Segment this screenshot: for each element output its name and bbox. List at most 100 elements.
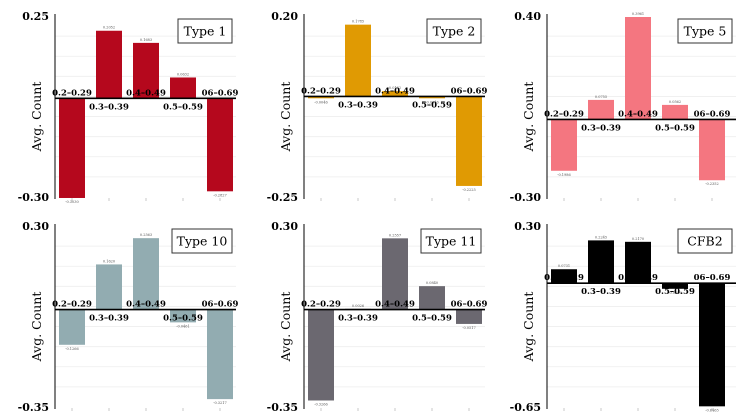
chart-svg-type-1: 0.25 -0.30 Avg. Count -0.3030 0.2–0.29 0.2052…: [18, 10, 239, 204]
type-5-category-label-2: 0.3–0.39: [581, 123, 621, 133]
chart-svg-cfb2: 0.30 -0.65 Avg. Count 0.0731 0.2–0.29 0.2245 0…: [510, 220, 736, 414]
cfb2-bar-1: [551, 269, 577, 284]
type-5-bar-4: [662, 104, 688, 120]
type-10-bar-2: [96, 264, 122, 310]
cfb2-category-label-1: 0.2–0.29: [544, 273, 584, 283]
type-1-value-label-4: 0.0632: [177, 72, 189, 76]
type-10-ytick-bottom: -0.35: [18, 401, 49, 414]
type-5-value-label-5: -0.2352: [705, 182, 718, 186]
type-10-category-label-2: 0.3–0.39: [89, 314, 129, 324]
cfb2-y-axis-label: Avg. Count: [521, 292, 536, 363]
type-11-category-label-5: 06–0.69: [451, 300, 488, 310]
type-1-value-label-3: 0.1683: [140, 38, 152, 42]
type-11-bar-5: [456, 309, 482, 324]
type-1-category-label-3: 0.4–0.49: [126, 88, 166, 98]
type-10-bar-4: [170, 309, 196, 323]
type-5-value-label-2: 0.0755: [595, 95, 607, 99]
chart-svg-type-10: 0.30 -0.35 Avg. Count -0.1266 0.2–0.29 0.1620…: [18, 220, 239, 414]
type-5-bar-5: [699, 119, 725, 181]
type-10-value-label-2: 0.1620: [103, 259, 115, 263]
type-10-category-label-3: 0.4–0.49: [126, 300, 166, 310]
type-2-value-label-2: 0.1785: [352, 20, 364, 24]
cfb2-category-label-2: 0.3–0.39: [581, 287, 621, 297]
type-10-value-label-4: -0.0461: [176, 324, 189, 328]
type-11-category-label-4: 0.5–0.59: [412, 314, 452, 324]
type-5-value-label-1: -0.1986: [557, 173, 570, 177]
type-5-value-label-4: 0.0562: [669, 100, 681, 104]
type-10-value-label-3: 0.2563: [140, 233, 152, 237]
type-2-bar-5: [456, 96, 482, 186]
type-2-bar-2: [345, 24, 371, 97]
chart-panel-type-1: 0.25 -0.30 Avg. Count -0.3030 0.2–0.29 0.2052…: [0, 0, 249, 210]
type-5-category-label-4: 0.5–0.59: [655, 123, 695, 133]
type-1-bar-2: [96, 30, 122, 99]
type-2-value-label-4: -0.0046: [425, 100, 438, 104]
type-5-bar-1: [551, 119, 577, 171]
type-2-category-label-1: 0.2–0.29: [301, 86, 341, 96]
type-11-value-label-1: -0.3266: [314, 402, 327, 406]
type-10-y-axis-label: Avg. Count: [29, 292, 44, 363]
cfb2-category-label-5: 06–0.69: [694, 273, 731, 283]
type-10-bar-5: [207, 309, 233, 400]
type-5-ytick-bottom: -0.30: [510, 191, 542, 204]
type-2-ytick-top: 0.20: [271, 10, 298, 23]
cfb2-legend-box: [677, 228, 733, 254]
type-11-category-label-1: 0.2–0.29: [301, 300, 341, 310]
chart-svg-type-11: 0.30 -0.35 Avg. Count -0.3266 0.2–0.29 0.0026…: [267, 220, 488, 414]
type-5-bar-3: [625, 17, 651, 120]
cfb2-value-label-3: 0.2170: [632, 237, 644, 241]
type-11-ytick-bottom: -0.35: [267, 401, 298, 414]
chart-svg-type-5: 0.40 -0.30 Avg. Count -0.1986 0.2–0.29 0.0755…: [510, 10, 736, 204]
type-1-value-label-1: -0.3030: [65, 200, 78, 204]
cfb2-value-label-4: -0.0296: [668, 291, 681, 295]
chart-svg-type-2: 0.20 -0.25 Avg. Count -0.0046 0.2–0.29 0.1785…: [267, 10, 488, 204]
type-10-category-label-4: 0.5–0.59: [163, 314, 203, 324]
type-1-legend-box: [177, 18, 233, 44]
type-11-value-label-3: 0.2557: [389, 233, 401, 237]
cfb2-ytick-top: 0.30: [514, 220, 541, 233]
type-2-value-label-3: 0.0132: [389, 86, 401, 90]
type-2-bar-4: [419, 96, 445, 99]
chart-panel-type-2: 0.20 -0.25 Avg. Count -0.0046 0.2–0.29 0.1785…: [249, 0, 498, 210]
chart-panel-type-10: 0.30 -0.35 Avg. Count -0.1266 0.2–0.29 0.1620…: [0, 210, 249, 420]
type-1-value-label-2: 0.2052: [103, 26, 115, 30]
type-10-value-label-1: -0.1266: [65, 347, 78, 351]
type-2-value-label-5: -0.2225: [462, 188, 475, 192]
cfb2-ytick-bottom: -0.65: [510, 401, 541, 414]
type-1-category-label-2: 0.3–0.39: [89, 102, 129, 112]
type-5-category-label-5: 06–0.69: [694, 109, 731, 119]
type-1-category-label-4: 0.5–0.59: [163, 102, 203, 112]
type-11-legend-box: [420, 228, 482, 254]
type-2-value-label-1: -0.0046: [314, 100, 327, 104]
type-1-value-label-5: -0.2827: [213, 193, 226, 197]
chart-panel-type-11: 0.30 -0.35 Avg. Count -0.3266 0.2–0.29 0.0026…: [249, 210, 498, 420]
type-11-bar-3: [382, 238, 408, 310]
type-2-legend-label: Type 2: [433, 24, 476, 39]
type-5-value-label-3: 0.3961: [632, 12, 644, 16]
cfb2-category-label-4: 0.5–0.59: [655, 287, 695, 297]
type-2-ytick-bottom: -0.25: [267, 191, 298, 204]
type-2-category-label-5: 06–0.69: [451, 86, 488, 96]
cfb2-value-label-2: 0.2245: [595, 235, 607, 239]
cfb2-bar-4: [662, 283, 688, 289]
type-2-y-axis-label: Avg. Count: [278, 82, 293, 153]
type-10-category-label-5: 06–0.69: [202, 300, 239, 310]
type-10-bar-1: [59, 309, 85, 345]
type-11-value-label-5: -0.0517: [462, 326, 475, 330]
cfb2-legend-label: CFB2: [687, 234, 722, 249]
type-10-legend-box: [171, 228, 233, 254]
type-10-bar-3: [133, 238, 159, 310]
type-1-bar-3: [133, 42, 159, 99]
type-10-category-label-1: 0.2–0.29: [52, 300, 92, 310]
type-11-y-axis-label: Avg. Count: [278, 292, 293, 363]
type-10-legend-label: Type 10: [177, 234, 228, 249]
cfb2-bar-5: [699, 283, 725, 407]
type-5-legend-label: Type 5: [684, 24, 727, 39]
type-11-category-label-2: 0.3–0.39: [338, 314, 378, 324]
type-11-ytick-top: 0.30: [271, 220, 298, 233]
type-2-bar-1: [308, 96, 334, 99]
type-5-category-label-3: 0.4–0.49: [618, 109, 658, 119]
type-10-value-label-5: -0.3217: [213, 401, 226, 405]
type-11-bar-4: [419, 286, 445, 310]
type-2-category-label-3: 0.4–0.49: [375, 86, 415, 96]
